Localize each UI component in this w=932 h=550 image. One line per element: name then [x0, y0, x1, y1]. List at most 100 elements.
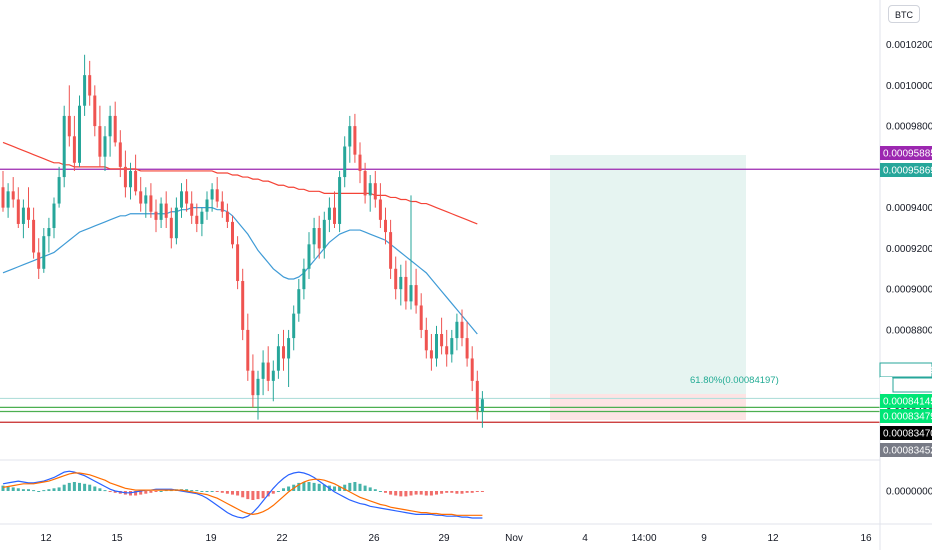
- candle-body: [276, 346, 280, 371]
- profit-zone: [550, 155, 746, 394]
- macd-histogram-bar: [378, 491, 382, 492]
- macd-histogram-bar: [190, 490, 194, 492]
- candle-body: [322, 219, 326, 249]
- candle-body: [67, 115, 71, 137]
- candle-body: [159, 203, 163, 220]
- price-tag: [880, 163, 932, 177]
- macd-histogram-bar: [470, 491, 474, 493]
- horizontal-lines: [0, 168, 880, 423]
- candle-body: [358, 154, 362, 171]
- macd-histogram-bar: [450, 491, 454, 493]
- macd-histogram-bar: [256, 491, 260, 500]
- time-tick-label: 12: [767, 533, 779, 544]
- time-tick-label: 19: [205, 533, 217, 544]
- macd-histogram-bar: [429, 491, 433, 496]
- macd-histogram-bar: [307, 482, 311, 491]
- price-tag: [880, 394, 932, 408]
- candle-body: [460, 321, 464, 339]
- candle-body: [480, 399, 484, 412]
- currency-button[interactable]: BTC: [888, 5, 920, 23]
- candle-body: [225, 211, 229, 222]
- candle-body: [98, 126, 102, 157]
- candle-body: [205, 199, 209, 212]
- macd-histogram-bar: [57, 487, 61, 491]
- candle-body: [210, 189, 214, 200]
- macd-histogram-bar: [88, 484, 92, 491]
- candle-body: [231, 221, 234, 245]
- macd-histogram-bar: [480, 491, 484, 492]
- candle-body: [317, 228, 321, 249]
- candle-body: [1, 187, 5, 208]
- macd-histogram-bar: [83, 483, 87, 491]
- macd-histogram-bar: [231, 491, 234, 495]
- candle-body: [287, 338, 291, 359]
- macd-histogram-bar: [205, 491, 209, 492]
- price-tag: [880, 146, 932, 160]
- price-tag-label: 0.00083470: [883, 429, 932, 440]
- macd-histogram-bar: [139, 491, 143, 495]
- price-tag-label: 0.00084145: [883, 397, 932, 408]
- candle-body: [302, 268, 306, 290]
- macd-histogram-bar: [348, 482, 352, 491]
- macd-histogram-bar: [246, 491, 250, 500]
- candle-body: [123, 166, 127, 188]
- macd-histogram-bar: [373, 489, 377, 491]
- macd-signal-line: [2, 472, 483, 516]
- macd-histogram-bar: [435, 491, 438, 495]
- candle-body: [297, 289, 301, 314]
- macd-histogram-bar: [154, 491, 158, 492]
- macd-histogram-bar: [37, 491, 41, 492]
- macd-histogram-bar: [93, 486, 97, 491]
- candle-body: [57, 177, 61, 204]
- moving-averages: [2, 141, 478, 335]
- macd-histogram-bar: [287, 486, 291, 491]
- candle-body: [195, 215, 199, 224]
- candle-body: [241, 281, 245, 330]
- candle-body: [414, 285, 418, 306]
- candle-body: [180, 191, 183, 208]
- time-tick-label: 15: [111, 533, 123, 544]
- price-tag-label: 0.00095869: [883, 166, 932, 177]
- macd-histogram-bar: [322, 484, 326, 491]
- candle-body: [47, 228, 51, 237]
- candle-body: [129, 170, 132, 188]
- macd-histogram-bar: [27, 489, 30, 491]
- macd-histogram-bar: [42, 490, 46, 492]
- candle-body: [333, 207, 336, 224]
- macd-histogram-bar: [144, 491, 148, 494]
- price-tag: [892, 377, 932, 393]
- candle-body: [118, 142, 122, 167]
- candle-body: [185, 191, 189, 204]
- candle-body: [312, 228, 316, 245]
- macd-histogram-bar: [113, 491, 117, 493]
- candle-body: [307, 244, 311, 269]
- macd-histogram-bar: [424, 491, 428, 496]
- candle-body: [103, 136, 107, 157]
- macd-histogram-bar: [312, 482, 316, 491]
- candle-body: [113, 115, 117, 143]
- macd-histogram-bar: [261, 491, 265, 499]
- macd-histogram-bar: [195, 490, 199, 492]
- macd-histogram-bar: [159, 491, 163, 492]
- macd-histogram-bar: [302, 482, 306, 491]
- macd-histogram-bar: [475, 491, 479, 492]
- price-tag-label: 0.00084639: [883, 366, 932, 377]
- macd-histogram-bar: [21, 489, 25, 491]
- time-axis[interactable]: 12 15 19 22 26 29 Nov 4 14:00 9 12 16: [40, 533, 872, 544]
- candle-body: [236, 244, 240, 282]
- macd-histogram-bar: [317, 483, 321, 491]
- candle-body: [470, 358, 474, 381]
- candle-body: [139, 191, 143, 204]
- candle-body: [435, 334, 438, 359]
- macd-histogram-bar: [338, 486, 342, 491]
- price-tag-label: 03:15:56: [896, 381, 932, 392]
- price-tag-label: 0.00083479: [883, 412, 932, 423]
- macd-histogram-bar: [414, 491, 418, 495]
- candle-body: [292, 313, 296, 339]
- macd-histogram-bar: [72, 482, 76, 491]
- macd-histogram-bar: [297, 482, 301, 491]
- macd-histogram-bar: [343, 484, 347, 491]
